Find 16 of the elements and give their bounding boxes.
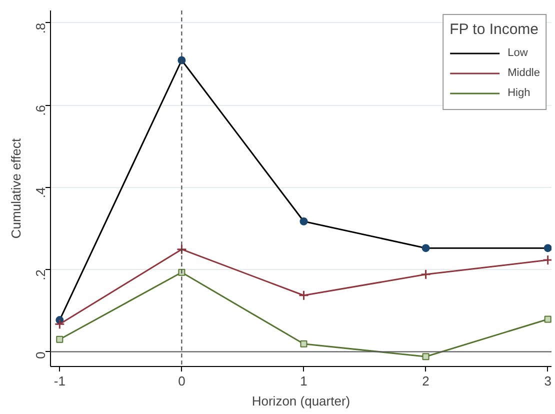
legend-title: FP to Income <box>450 21 540 38</box>
x-tick-label: 0 <box>178 374 186 388</box>
legend-label: Middle <box>508 67 540 79</box>
x-axis-title: Horizon (quarter) <box>252 394 350 408</box>
x-tick-label: 1 <box>300 374 308 388</box>
y-axis-title: Cumulative effect <box>8 138 24 239</box>
legend-label: High <box>508 87 530 99</box>
y-tick-label: 0 <box>33 352 48 359</box>
x-tick-label: 2 <box>422 374 430 388</box>
y-tick-label: .2 <box>33 269 48 280</box>
x-tick-label: -1 <box>54 374 66 388</box>
x-tick-label: 3 <box>544 374 552 388</box>
y-tick-label: .8 <box>33 22 48 34</box>
legend-label: Low <box>508 47 528 59</box>
y-tick-label: .6 <box>33 105 48 116</box>
y-tick-label: .4 <box>33 187 48 198</box>
